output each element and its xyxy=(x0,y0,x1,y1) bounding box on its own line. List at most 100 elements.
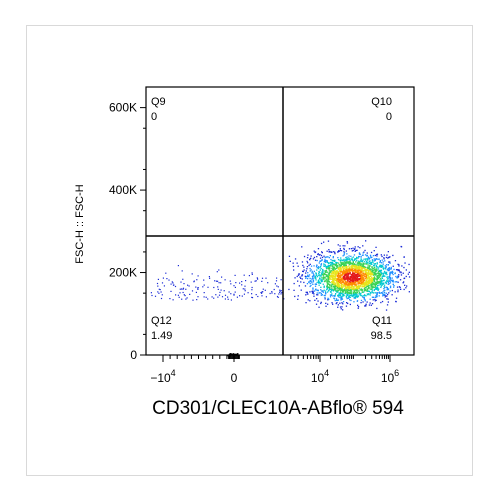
event-dot xyxy=(302,270,304,272)
event-dot xyxy=(301,274,304,276)
event-dot xyxy=(382,282,384,284)
event-dot xyxy=(318,306,320,308)
event-dot xyxy=(348,294,350,296)
event-dot xyxy=(316,274,318,276)
event-dot xyxy=(381,255,383,258)
event-dot xyxy=(333,284,335,286)
event-dot xyxy=(320,292,322,295)
event-dot xyxy=(352,281,354,283)
event-dot xyxy=(203,279,205,281)
event-dot xyxy=(349,303,351,306)
event-dot xyxy=(367,263,369,265)
event-dot xyxy=(329,268,331,270)
event-dot xyxy=(337,280,339,282)
event-dot xyxy=(256,277,258,279)
event-dot xyxy=(324,260,326,262)
event-dot xyxy=(331,272,333,274)
event-dot xyxy=(332,275,334,277)
event-dot xyxy=(378,288,380,290)
event-dot xyxy=(230,293,232,295)
event-dot xyxy=(333,288,336,290)
event-dot xyxy=(307,262,309,264)
event-dot xyxy=(362,252,364,254)
x-axis-label-main: CD301/CLEC10A-ABflo® 594 xyxy=(152,398,404,419)
event-dot xyxy=(334,268,336,270)
event-dot xyxy=(380,280,382,283)
event-dot xyxy=(359,277,361,280)
event-dot xyxy=(383,270,386,273)
event-dot xyxy=(376,286,379,288)
event-dot xyxy=(343,289,345,291)
event-dot xyxy=(335,274,337,276)
event-dot xyxy=(313,276,315,278)
event-dot xyxy=(389,286,392,289)
event-dot xyxy=(400,272,402,274)
event-dot xyxy=(366,288,369,290)
event-dot xyxy=(344,284,346,286)
event-dot xyxy=(372,296,374,298)
event-dot xyxy=(348,270,350,273)
event-dot xyxy=(339,279,341,282)
event-dot xyxy=(372,292,375,294)
event-dot xyxy=(334,272,336,274)
event-dot xyxy=(320,301,322,303)
event-dot xyxy=(276,285,278,287)
event-dot xyxy=(382,268,385,270)
event-dot xyxy=(364,254,367,256)
event-dot xyxy=(375,281,377,283)
event-dot xyxy=(374,285,377,287)
event-dot xyxy=(387,293,389,296)
event-dot xyxy=(345,291,347,293)
event-dot xyxy=(349,288,351,291)
event-dot xyxy=(323,265,325,267)
event-dot xyxy=(313,270,315,272)
event-dot xyxy=(332,276,334,278)
event-dot xyxy=(332,277,334,279)
event-dot xyxy=(342,266,344,268)
event-dot xyxy=(365,269,367,272)
event-dot xyxy=(358,261,361,264)
event-dot xyxy=(322,269,324,271)
event-dot xyxy=(327,267,330,269)
event-dot xyxy=(305,302,307,304)
event-dot xyxy=(329,271,331,273)
quadrant-name: Q12 xyxy=(151,315,172,327)
event-dot xyxy=(396,281,398,283)
event-dot xyxy=(385,272,387,275)
event-dots xyxy=(150,240,411,357)
event-dot xyxy=(317,274,320,276)
event-dot xyxy=(389,261,391,263)
event-dot xyxy=(320,266,322,268)
event-dot xyxy=(305,294,307,296)
event-dot xyxy=(407,273,409,275)
event-dot xyxy=(297,265,299,267)
event-dot xyxy=(401,265,403,267)
event-dot xyxy=(364,294,366,296)
event-dot xyxy=(316,269,318,271)
event-dot xyxy=(386,288,388,290)
event-dot xyxy=(309,285,311,288)
event-dot xyxy=(342,280,344,282)
event-dot xyxy=(354,288,356,290)
event-dot xyxy=(353,277,356,280)
event-dot xyxy=(346,278,348,280)
event-dot xyxy=(341,289,343,291)
event-dot xyxy=(196,299,198,301)
event-dot xyxy=(333,275,335,278)
event-dot xyxy=(372,276,374,279)
event-dot xyxy=(319,269,321,271)
event-dot xyxy=(352,265,354,267)
event-dot xyxy=(260,292,262,294)
event-dot xyxy=(316,292,318,294)
event-dot xyxy=(374,270,376,273)
event-dot xyxy=(368,279,370,282)
event-dot xyxy=(312,279,315,281)
event-dot xyxy=(320,268,322,270)
event-dot xyxy=(390,268,392,270)
event-dot xyxy=(262,288,264,290)
event-dot xyxy=(375,299,377,301)
event-dot xyxy=(319,282,321,284)
event-dot xyxy=(271,291,273,293)
event-dot xyxy=(338,281,340,283)
event-dot xyxy=(318,280,320,282)
